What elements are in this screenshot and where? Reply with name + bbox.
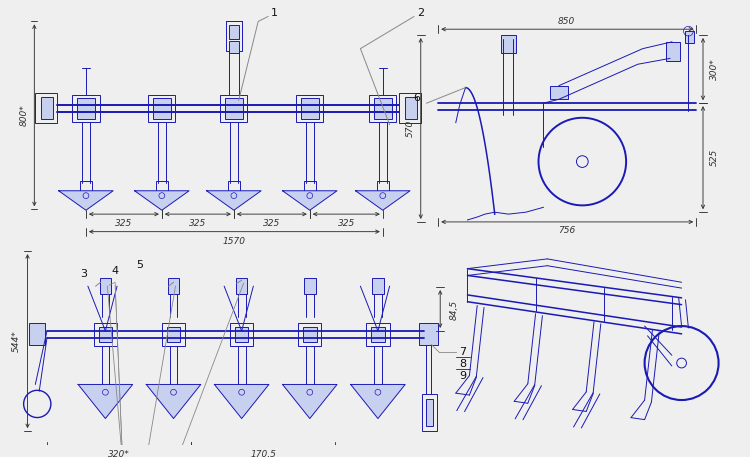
Bar <box>374 98 392 119</box>
Bar <box>425 399 433 426</box>
Bar <box>168 278 179 294</box>
Bar <box>229 25 238 39</box>
Text: 4: 4 <box>112 266 118 276</box>
Bar <box>550 85 568 99</box>
Bar <box>41 97 53 119</box>
Text: 8: 8 <box>459 359 466 369</box>
Text: 1570: 1570 <box>223 237 246 246</box>
Text: 544*: 544* <box>11 330 20 352</box>
Bar <box>72 96 100 122</box>
Bar <box>153 98 170 119</box>
Bar <box>94 323 117 345</box>
Bar <box>399 93 421 122</box>
Polygon shape <box>214 384 269 419</box>
Text: 300*: 300* <box>710 58 719 80</box>
Bar <box>148 96 176 122</box>
Bar <box>100 278 111 294</box>
Polygon shape <box>351 384 405 419</box>
Bar <box>303 327 316 342</box>
Text: 800*: 800* <box>20 105 29 126</box>
Text: 325: 325 <box>263 219 280 228</box>
Text: 7: 7 <box>459 347 466 357</box>
Text: 84,5: 84,5 <box>449 299 458 319</box>
Bar <box>35 93 57 122</box>
Text: 756: 756 <box>558 226 575 235</box>
Text: 5: 5 <box>136 260 143 270</box>
Bar <box>685 31 694 43</box>
Text: 325: 325 <box>338 219 355 228</box>
Bar <box>162 323 185 345</box>
Polygon shape <box>58 191 113 210</box>
Text: 320*: 320* <box>108 450 130 457</box>
Bar <box>666 42 680 61</box>
Bar <box>298 323 322 345</box>
Polygon shape <box>356 191 410 210</box>
Text: 1: 1 <box>272 8 278 18</box>
Text: 570: 570 <box>406 120 415 137</box>
Bar <box>419 323 438 345</box>
Text: 2: 2 <box>417 8 424 18</box>
Text: 9: 9 <box>459 371 466 381</box>
Polygon shape <box>206 191 261 210</box>
Bar <box>225 98 243 119</box>
Bar <box>228 181 240 191</box>
Bar <box>80 181 92 191</box>
Text: 325: 325 <box>189 219 206 228</box>
Bar <box>236 278 248 294</box>
Polygon shape <box>283 384 337 419</box>
Bar <box>500 35 516 53</box>
Bar <box>372 278 384 294</box>
Bar <box>369 96 397 122</box>
Text: 325: 325 <box>116 219 133 228</box>
Bar <box>301 98 319 119</box>
Text: 525: 525 <box>710 149 719 166</box>
Bar <box>235 327 248 342</box>
Bar <box>422 394 437 431</box>
Bar <box>366 323 389 345</box>
Bar <box>304 278 316 294</box>
Bar <box>229 41 238 53</box>
Polygon shape <box>78 384 133 419</box>
Bar <box>405 97 417 119</box>
Text: 6: 6 <box>413 93 420 103</box>
Bar <box>29 323 45 345</box>
Polygon shape <box>283 191 337 210</box>
Bar <box>156 181 168 191</box>
Text: 850: 850 <box>558 17 575 26</box>
Bar <box>77 98 94 119</box>
Bar <box>296 96 323 122</box>
Bar <box>230 323 254 345</box>
Bar <box>226 21 242 51</box>
Bar <box>377 181 388 191</box>
Bar <box>220 96 248 122</box>
Bar <box>304 181 316 191</box>
Polygon shape <box>134 191 189 210</box>
Text: 170,5: 170,5 <box>251 450 276 457</box>
Bar <box>166 327 180 342</box>
Polygon shape <box>146 384 201 419</box>
Bar <box>371 327 385 342</box>
Text: 3: 3 <box>80 270 88 280</box>
Bar <box>98 327 112 342</box>
